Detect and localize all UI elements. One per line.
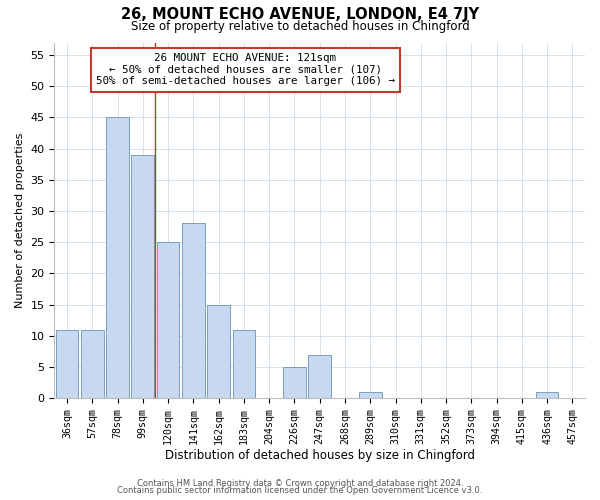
Text: 26 MOUNT ECHO AVENUE: 121sqm
← 50% of detached houses are smaller (107)
50% of s: 26 MOUNT ECHO AVENUE: 121sqm ← 50% of de… bbox=[96, 53, 395, 86]
Bar bbox=[233, 330, 255, 398]
Bar bbox=[106, 118, 129, 398]
Bar bbox=[207, 304, 230, 398]
Bar bbox=[157, 242, 179, 398]
Text: Size of property relative to detached houses in Chingford: Size of property relative to detached ho… bbox=[131, 20, 469, 33]
Bar bbox=[283, 367, 306, 398]
Bar bbox=[308, 354, 331, 398]
Bar bbox=[131, 155, 154, 398]
X-axis label: Distribution of detached houses by size in Chingford: Distribution of detached houses by size … bbox=[165, 450, 475, 462]
Bar bbox=[81, 330, 104, 398]
Bar bbox=[182, 224, 205, 398]
Text: Contains public sector information licensed under the Open Government Licence v3: Contains public sector information licen… bbox=[118, 486, 482, 495]
Bar bbox=[536, 392, 559, 398]
Y-axis label: Number of detached properties: Number of detached properties bbox=[15, 132, 25, 308]
Text: 26, MOUNT ECHO AVENUE, LONDON, E4 7JY: 26, MOUNT ECHO AVENUE, LONDON, E4 7JY bbox=[121, 8, 479, 22]
Bar bbox=[359, 392, 382, 398]
Bar bbox=[56, 330, 79, 398]
Text: Contains HM Land Registry data © Crown copyright and database right 2024.: Contains HM Land Registry data © Crown c… bbox=[137, 478, 463, 488]
